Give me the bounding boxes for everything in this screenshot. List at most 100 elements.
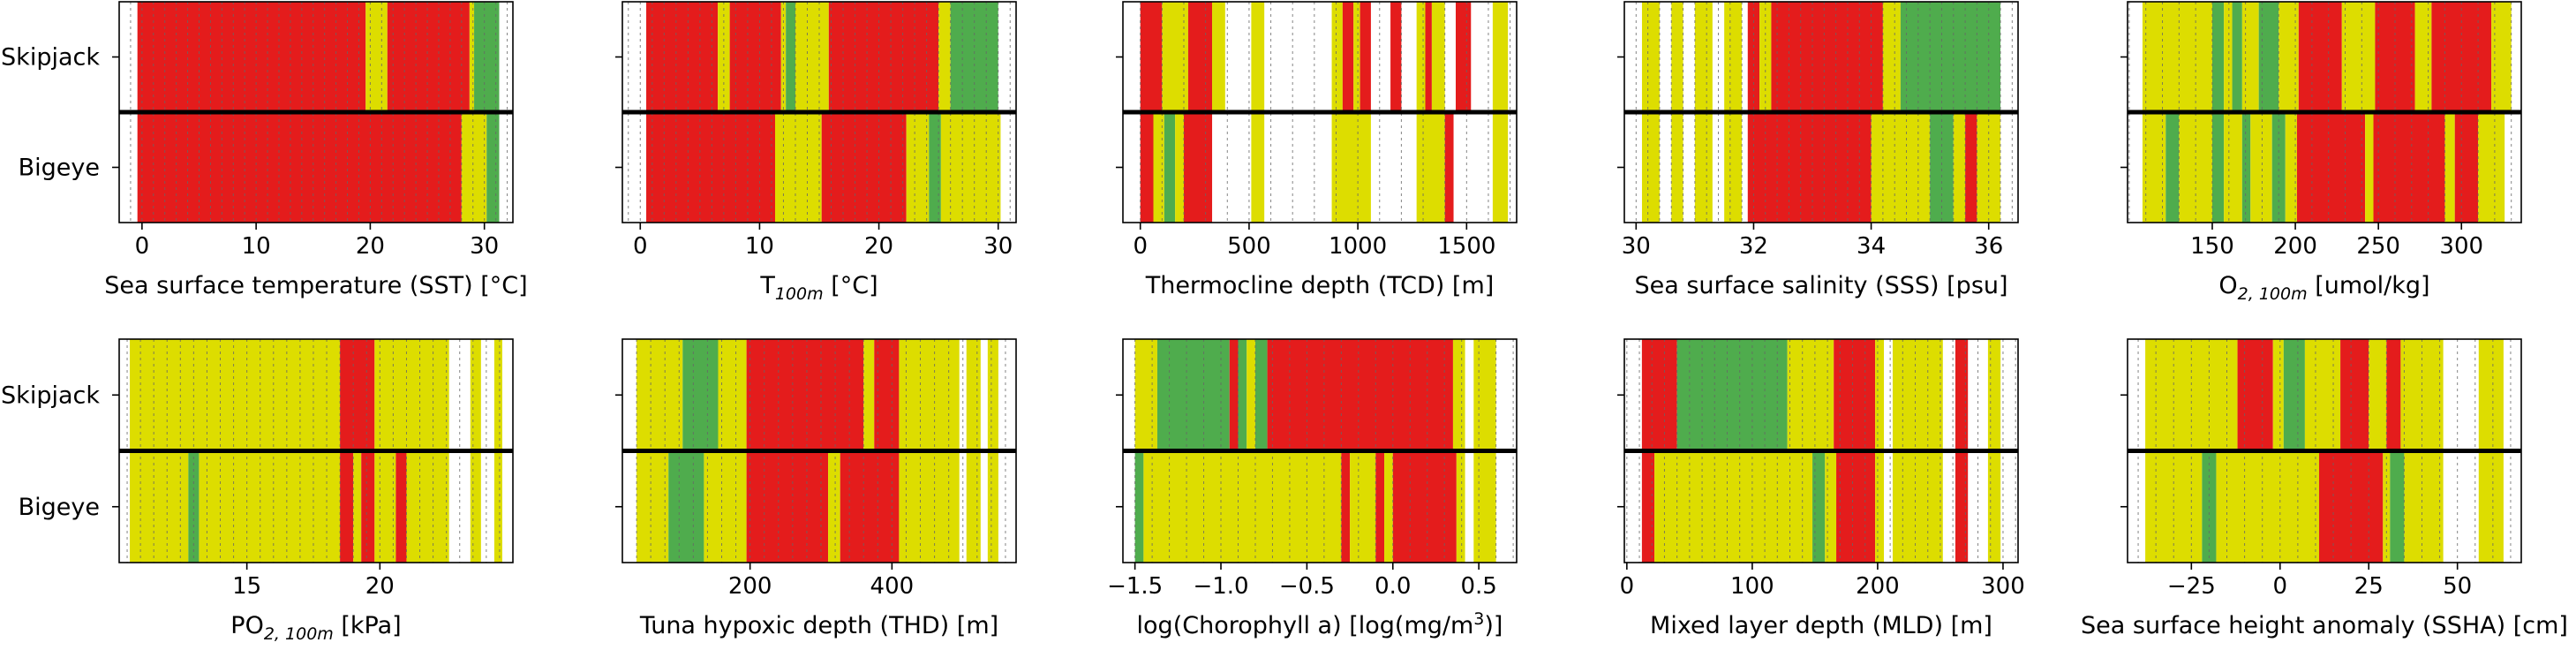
band-bigeye-yellow <box>1977 112 2001 223</box>
x-axis-label: Sea surface height anomaly (SSHA) [cm] <box>2081 612 2568 639</box>
band-bigeye-green <box>2211 112 2225 223</box>
band-skipjack-yellow <box>1787 339 1834 451</box>
axes-frame <box>118 338 514 563</box>
band-skipjack-green <box>682 339 719 451</box>
band-bigeye-yellow <box>828 450 840 563</box>
band-bigeye-red <box>1140 112 1154 223</box>
band-bigeye-red <box>1444 112 1454 223</box>
band-bigeye-red <box>746 450 829 563</box>
band-skipjack-yellow <box>1212 2 1225 112</box>
x-tick-label: 0 <box>2273 573 2288 600</box>
x-tick-label: 20 <box>864 233 893 260</box>
band-skipjack-green <box>1156 339 1230 451</box>
band-bigeye-red <box>1392 450 1457 563</box>
band-bigeye-red <box>1836 450 1876 563</box>
band-bigeye-green <box>2241 112 2251 223</box>
band-skipjack-yellow <box>2224 2 2233 112</box>
x-tick-label: 100 <box>1730 573 1774 600</box>
x-tick-label: 30 <box>1622 233 1651 260</box>
band-bigeye-yellow <box>1724 112 1743 223</box>
band-skipjack-yellow <box>1875 339 1885 451</box>
band-bigeye-green <box>2165 112 2180 223</box>
band-bigeye-yellow <box>2216 450 2319 563</box>
x-tick-label: 50 <box>2443 573 2472 600</box>
band-skipjack-red <box>828 2 939 112</box>
band-bigeye-yellow <box>1143 450 1342 563</box>
panel-2: 0 10 20 30 T100m [°C] <box>615 1 1017 304</box>
axes-frame <box>2127 1 2522 223</box>
axes-frame <box>1623 338 2019 563</box>
panel-7: 200 400 Tuna hypoxic depth (THD) [m] <box>615 338 1017 639</box>
band-skipjack-red <box>340 339 375 451</box>
band-skipjack-red <box>1425 2 1432 112</box>
band-skipjack-red <box>2237 339 2273 451</box>
band-skipjack-red <box>2340 339 2369 451</box>
panel-9: 0 100 200 300 Mixed layer depth (MLD) [m] <box>1617 338 2025 639</box>
band-skipjack-green <box>1254 339 1268 451</box>
band-skipjack-yellow <box>470 339 481 451</box>
band-skipjack-red <box>1140 2 1163 112</box>
band-skipjack-red <box>729 2 781 112</box>
band-skipjack-red <box>2298 2 2342 112</box>
band-bigeye-yellow <box>1153 112 1164 223</box>
band-bigeye-yellow <box>1892 450 1943 563</box>
panel-6: Skipjack Bigeye 15 20 PO2, 100m [kPa] <box>1 338 514 644</box>
band-bigeye-yellow <box>1871 112 1931 223</box>
band-skipjack-yellow <box>938 2 951 112</box>
band-skipjack-yellow <box>2341 2 2376 112</box>
x-axis-label: Mixed layer depth (MLD) [m] <box>1650 612 1992 639</box>
x-axis-label: log(Chorophyll a) [log(mg/m3)] <box>1137 609 1503 639</box>
band-bigeye-red <box>2373 112 2445 223</box>
band-skipjack-red <box>1360 2 1371 112</box>
panel-1: Skipjack Bigeye 0 10 20 30 Sea surface tempera… <box>1 1 528 299</box>
x-tick-label: 30 <box>470 233 499 260</box>
band-skipjack-red <box>387 2 470 112</box>
band-skipjack-red <box>746 339 864 451</box>
band-bigeye-red <box>821 112 907 223</box>
x-tick-label: 1000 <box>1329 233 1387 260</box>
band-skipjack-yellow <box>2369 339 2387 451</box>
x-tick-label: −1.0 <box>1193 573 1248 600</box>
band-skipjack-yellow <box>2278 2 2299 112</box>
band-bigeye-yellow <box>1641 112 1660 223</box>
band-bigeye-green <box>1134 450 1144 563</box>
band-bigeye-green <box>1164 112 1176 223</box>
band-skipjack-red <box>1641 339 1677 451</box>
x-axis-label: PO2, 100m [kPa] <box>230 612 401 644</box>
band-bigeye-yellow <box>2404 450 2444 563</box>
band-bigeye-yellow <box>2365 112 2374 223</box>
band-skipjack-red <box>137 2 366 112</box>
band-skipjack-yellow <box>1247 339 1255 451</box>
x-tick-label: 1500 <box>1437 233 1495 260</box>
band-skipjack-yellow <box>1353 2 1360 112</box>
band-skipjack-yellow <box>2142 2 2212 112</box>
band-skipjack-yellow <box>1251 2 1265 112</box>
band-skipjack-green <box>2211 2 2225 112</box>
x-tick-label: −1.5 <box>1107 573 1163 600</box>
band-bigeye-yellow <box>987 450 998 563</box>
band-bigeye-yellow <box>2224 112 2242 223</box>
band-bigeye-yellow <box>1953 112 1966 223</box>
band-bigeye-green <box>486 112 500 223</box>
band-skipjack-green <box>2283 339 2305 451</box>
axes-frame <box>1623 1 2019 223</box>
band-skipjack-green <box>950 2 998 112</box>
band-skipjack-red <box>1834 339 1876 451</box>
x-axis-label: Tuna hypoxic depth (THD) [m] <box>639 612 998 639</box>
band-bigeye-red <box>1965 112 1977 223</box>
x-tick-label: 25 <box>2354 573 2384 600</box>
y-tick-label-skipjack: Skipjack <box>1 44 100 72</box>
x-tick-label: 300 <box>1981 573 2025 600</box>
band-bigeye-red <box>1641 450 1655 563</box>
band-skipjack-yellow <box>718 339 747 451</box>
band-skipjack-yellow <box>1162 2 1188 112</box>
band-skipjack-yellow <box>1671 2 1683 112</box>
band-skipjack-green <box>2232 2 2242 112</box>
band-bigeye-yellow <box>1416 112 1445 223</box>
band-skipjack-yellow <box>1892 339 1943 451</box>
x-tick-label: 0 <box>135 233 150 260</box>
band-skipjack-yellow <box>2241 2 2259 112</box>
band-skipjack-green <box>474 2 500 112</box>
band-bigeye-yellow <box>2478 450 2504 563</box>
band-bigeye-yellow <box>1875 450 1885 563</box>
